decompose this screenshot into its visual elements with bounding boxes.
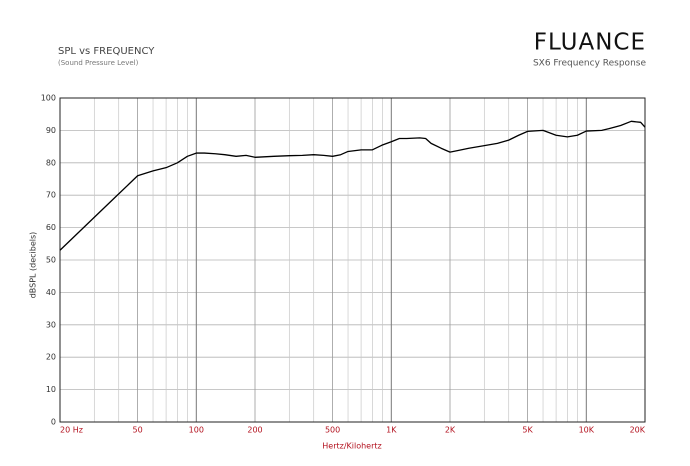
y-tick-label: 40	[46, 288, 56, 297]
y-tick-label: 0	[51, 418, 56, 427]
chart-subtitle: (Sound Pressure Level)	[58, 59, 139, 67]
x-tick-label: 20 Hz	[60, 426, 83, 435]
x-axis-label: Hertz/Kilohertz	[322, 442, 381, 451]
x-tick-label: 50	[133, 426, 143, 435]
y-axis-label: dBSPL (decibels)	[29, 232, 38, 299]
y-tick-label: 100	[41, 94, 56, 103]
x-tick-label: 20K	[630, 426, 646, 435]
x-tick-label: 5K	[522, 426, 533, 435]
y-tick-label: 90	[46, 126, 56, 135]
x-tick-label: 100	[189, 426, 204, 435]
y-tick-label: 80	[46, 158, 56, 167]
x-tick-label: 2K	[445, 426, 456, 435]
x-tick-label: 10K	[579, 426, 595, 435]
chart-title: SPL vs FREQUENCY	[58, 46, 155, 57]
y-tick-label: 10	[46, 385, 56, 394]
y-tick-label: 30	[46, 320, 56, 329]
x-tick-label: 500	[325, 426, 340, 435]
brand: FLUANCE	[534, 30, 646, 56]
x-tick-label: 200	[247, 426, 262, 435]
y-tick-label: 70	[46, 191, 56, 200]
y-tick-label: 50	[46, 256, 56, 265]
y-tick-label: 20	[46, 353, 56, 362]
line-series	[59, 120, 646, 251]
chart-name: SX6 Frequency Response	[533, 59, 647, 69]
grid	[59, 97, 646, 423]
plot-frame	[59, 97, 646, 423]
y-tick-label: 60	[46, 223, 56, 232]
x-tick-label: 1K	[386, 426, 397, 435]
